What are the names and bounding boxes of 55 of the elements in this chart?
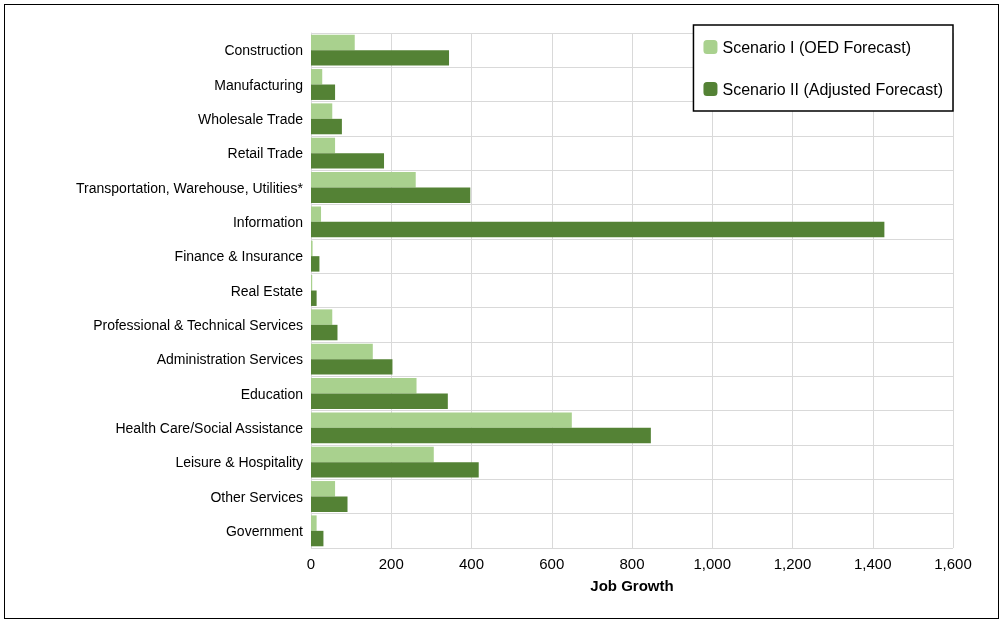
bar — [311, 412, 572, 428]
bar — [311, 359, 393, 375]
bar — [311, 34, 355, 51]
bar — [311, 393, 448, 409]
bar — [311, 84, 336, 100]
x-tick-label: 200 — [378, 555, 404, 572]
x-tick-label: 0 — [306, 555, 316, 572]
x-tick-label: 800 — [619, 555, 645, 572]
bar — [311, 50, 450, 66]
bar — [311, 187, 471, 203]
bar — [311, 427, 651, 444]
bar — [311, 462, 479, 478]
legend-label: Scenario I (OED Forecast) — [722, 38, 911, 56]
x-tick-label: 600 — [539, 555, 565, 572]
y-tick-label: Information — [232, 213, 303, 230]
bar — [311, 530, 324, 547]
x-axis-title: Job Growth — [590, 577, 674, 594]
bar — [311, 515, 317, 531]
bar — [311, 137, 336, 154]
bar — [311, 256, 320, 272]
bar — [311, 206, 322, 222]
bar — [311, 343, 373, 360]
bar — [311, 118, 342, 135]
y-tick-label: Wholesale Trade — [197, 110, 304, 127]
y-tick-label: Administration Services — [156, 351, 303, 368]
bar — [311, 103, 333, 119]
bar — [311, 172, 416, 188]
bar — [311, 481, 336, 497]
bar — [311, 446, 434, 463]
y-tick-label: Finance & Insurance — [174, 248, 304, 265]
y-tick-label: Other Services — [210, 488, 303, 505]
x-tick-label: 1,400 — [853, 555, 892, 572]
y-tick-label: Education — [240, 385, 303, 402]
y-tick-label: Government — [225, 522, 304, 539]
x-tick-label: 400 — [458, 555, 485, 572]
legend-label: Scenario II (Adjusted Forecast) — [722, 80, 944, 98]
bar — [311, 496, 348, 512]
bar — [311, 309, 333, 325]
bar — [311, 378, 417, 394]
y-tick-label: Manufacturing — [214, 76, 303, 93]
y-tick-label: Health Care/Social Assistance — [115, 419, 304, 436]
y-tick-label: Transportation, Warehouse, Utilities* — [76, 179, 304, 196]
bar — [311, 324, 338, 341]
y-tick-label: Professional & Technical Services — [93, 316, 303, 333]
x-tick-label: 1,600 — [934, 555, 972, 572]
x-tick-label: 1,000 — [693, 555, 732, 572]
y-tick-label: Construction — [224, 42, 303, 59]
y-tick-label: Leisure & Hospitality — [175, 454, 303, 471]
bar — [311, 69, 323, 85]
bar — [311, 290, 317, 306]
bar — [311, 221, 885, 238]
y-tick-label: Real Estate — [230, 282, 304, 299]
x-tick-label: 1,200 — [773, 555, 812, 572]
y-tick-label: Retail Trade — [227, 145, 304, 162]
bar — [311, 153, 385, 169]
